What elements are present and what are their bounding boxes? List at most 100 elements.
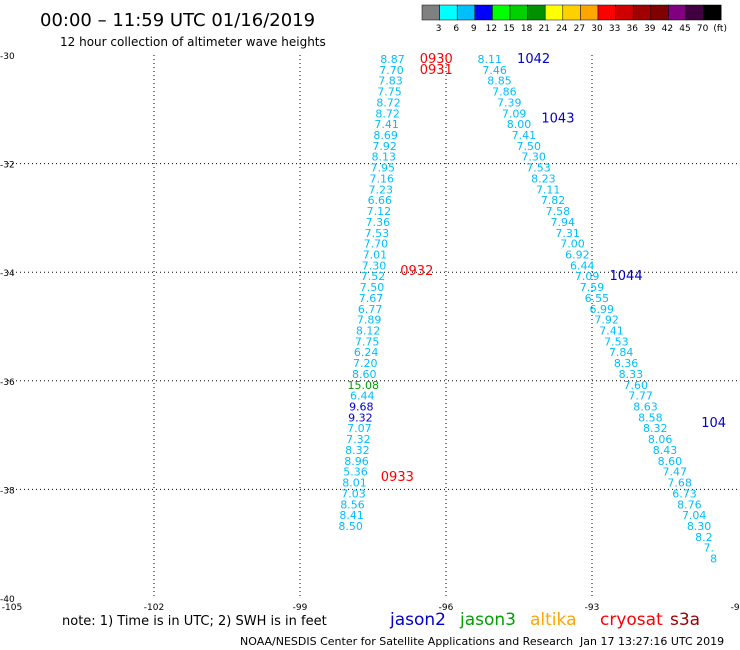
wave-height-value: 7.59 [580,281,605,294]
wave-height-value: 5.36 [343,466,368,479]
pass-time-label: 104 [701,416,726,431]
wave-height-value: 8.11 [478,53,503,66]
legend-tick-label: 18 [521,24,533,34]
wave-height-value: 8.30 [687,520,712,533]
wave-height-value: 6.92 [565,248,590,261]
footer-credit: NOAA/NESDIS Center for Satellite Applica… [240,635,573,648]
wave-height-value: 7.84 [609,346,634,359]
legend-swatch [527,4,546,21]
wave-height-value: 9.32 [348,411,373,424]
wave-height-value: 7.30 [521,151,546,164]
wave-height-value: 9.68 [349,401,374,414]
wave-height-value: 7.32 [346,433,371,446]
wave-height-value: 7.75 [355,335,380,348]
legend-swatch [668,4,687,21]
wave-height-value: 7.95 [370,162,395,175]
wave-height-value: 7.20 [353,357,378,370]
wave-height-value: 7.09 [575,270,600,283]
pass-time-label: 1042 [517,52,550,67]
wave-height-value: 7.83 [378,75,403,88]
wave-height-value: 6.66 [368,194,393,207]
wave-height-value: 7.68 [667,477,692,490]
wave-height-value: 7.11 [536,183,561,196]
wave-height-value: 7.53 [526,162,551,175]
satellite-name: s3a [670,610,700,630]
pass-time-label: 0933 [381,470,414,485]
wave-height-value: 8.60 [352,368,377,381]
wave-height-value: 7. [704,542,715,555]
wave-height-value: 7.92 [372,140,397,153]
legend-swatch [544,4,564,21]
wave-height-value: 8.96 [344,455,369,468]
pass-time-label: 0931 [420,63,453,78]
legend-tick-label: 39 [644,24,656,34]
legend-swatch [492,4,511,21]
track-1: 8.877.707.837.758.728.727.418.697.928.13… [338,52,452,533]
wave-height-value: 7.50 [516,140,541,153]
lat-lon-grid [8,55,738,598]
legend-tick-label: (ft) [713,24,727,34]
wave-height-value: 7.46 [482,64,507,77]
legend-swatch [597,4,616,21]
lon-label: -90 [731,603,740,613]
wave-height-value: 7.23 [369,183,394,196]
wave-height-value: 7.75 [377,86,402,99]
wave-height-value: 8.56 [340,498,365,511]
legend-swatch [509,4,528,21]
wave-height-value: 7.41 [374,118,399,131]
altimeter-tracks: 8.877.707.837.758.728.727.418.697.928.13… [338,52,726,566]
wave-height-value: 7.92 [594,314,619,327]
legend-tick-label: 24 [556,24,568,34]
legend-tick-label: 30 [591,24,603,34]
wave-height-value: 8.01 [342,477,367,490]
legend-swatch [562,4,581,21]
wave-height-value: 7.53 [365,227,390,240]
wave-height-value: 6.44 [350,390,375,403]
wave-height-value: 7.60 [624,379,649,392]
lon-label: -105 [2,603,22,613]
wave-height-value: 8.69 [373,129,398,142]
wave-height-value: 8.23 [531,172,556,185]
wave-height-value: 8.06 [648,433,673,446]
pass-time-label: 0932 [400,264,433,279]
wave-height-value: 8.32 [643,422,668,435]
wave-height-value: 7.00 [560,238,585,251]
lon-label: -96 [439,603,454,613]
wave-height-value: 6.44 [570,259,595,272]
legend-tick-label: 9 [471,24,477,34]
wave-height-value: 7.30 [362,259,387,272]
legend-swatch [474,4,493,21]
legend-swatch [685,4,704,21]
wave-height-value: 7.89 [357,314,382,327]
legend-tick-label: 27 [574,24,585,34]
legend-swatch [632,4,652,21]
satellite-name: jason2 [389,610,446,630]
wave-height-value: 7.94 [551,216,576,229]
lat-label: -34 [0,269,15,279]
satellite-name: jason3 [459,610,516,630]
wave-height-value: 8.32 [345,444,370,457]
wave-height-value: 7.58 [546,205,571,218]
legend-swatch [703,4,722,21]
footer-timestamp: Jan 17 13:27:16 UTC 2019 [579,635,724,648]
wave-height-value: 8.76 [677,498,702,511]
satellite-name: cryosat [600,610,663,630]
wave-height-value: 7.01 [363,248,388,261]
wave-height-value: 7.53 [604,335,629,348]
wave-height-value: 7.04 [682,509,707,522]
satellite-name: altika [530,610,577,630]
wave-height-value: 8.60 [658,455,683,468]
legend-tick-label: 70 [697,24,709,34]
wave-height-value: 7.31 [555,227,580,240]
wave-height-value: 7.07 [347,422,372,435]
wave-height-value: 7.52 [361,270,386,283]
pass-time-label: 0930 [420,52,453,67]
wave-height-value: 8.43 [653,444,678,457]
wave-height-value: 7.82 [541,194,566,207]
map-subtitle: 12 hour collection of altimeter wave hei… [60,35,326,49]
wave-height-value: 7.70 [379,64,404,77]
wave-height-value: 6.77 [358,303,383,316]
legend-tick-label: 33 [609,24,620,34]
wave-height-value: 7.70 [364,238,389,251]
legend-tick-label: 21 [538,24,549,34]
